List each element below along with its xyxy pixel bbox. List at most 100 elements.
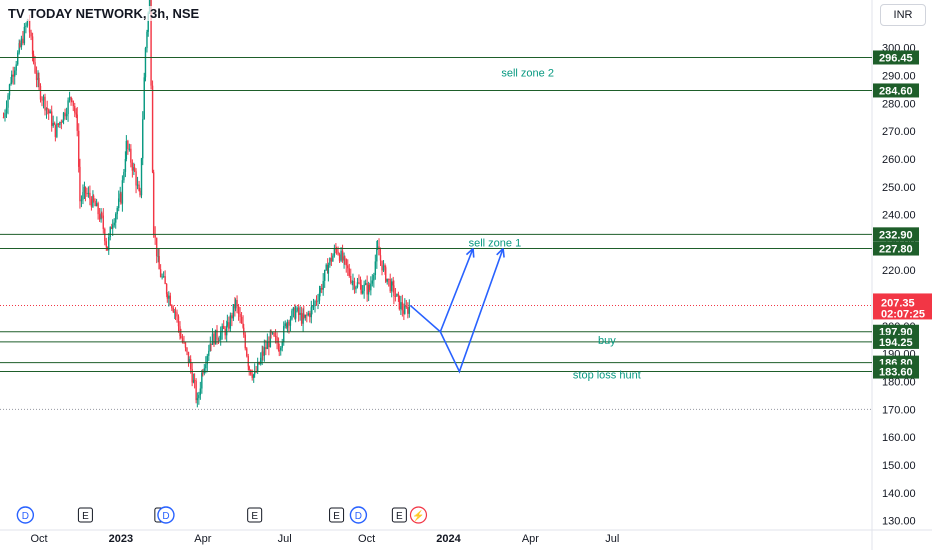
candle-body	[351, 282, 353, 284]
candle-body	[105, 241, 107, 247]
candle-body	[401, 302, 404, 311]
candle-body	[104, 228, 106, 242]
current-price-label: 207.35	[881, 297, 915, 309]
candle-body	[368, 284, 371, 291]
level-price-label: 284.60	[879, 85, 913, 97]
candle-body	[363, 284, 365, 291]
candle-body	[232, 304, 235, 319]
level-price-tag	[873, 364, 919, 379]
candle-body	[7, 95, 9, 108]
candle-body	[19, 43, 21, 47]
candle-body	[151, 85, 154, 173]
candle-body	[128, 148, 131, 150]
level-price-label: 232.90	[879, 229, 913, 241]
candle-body	[23, 26, 26, 44]
currency-button[interactable]: INR	[880, 4, 926, 26]
candle-body	[8, 84, 11, 96]
candle-body	[236, 300, 238, 307]
candle-body	[143, 77, 145, 120]
candle-body	[135, 171, 137, 186]
candle-body	[202, 372, 204, 374]
candle-body	[263, 347, 266, 356]
candle-body	[381, 260, 383, 271]
candle-body	[198, 395, 200, 399]
candle-body	[46, 108, 48, 110]
candle-body	[83, 186, 86, 193]
candle-body	[374, 261, 377, 275]
candle-body	[299, 312, 301, 315]
candle-body	[246, 348, 248, 357]
candle-body	[184, 342, 187, 348]
candle-body	[70, 97, 72, 99]
candle-body	[124, 158, 127, 172]
candle-body	[385, 267, 387, 282]
candle-body	[370, 283, 372, 291]
candle-body	[348, 268, 350, 276]
candle-body	[253, 371, 256, 375]
candle-body	[101, 213, 103, 216]
candle-body	[289, 319, 292, 326]
candle-body	[407, 307, 409, 314]
y-tick-label: 290.00	[882, 70, 916, 82]
candle-body	[361, 290, 364, 294]
candle-body	[191, 369, 193, 383]
candle-body	[323, 269, 326, 281]
y-tick-label: 130.00	[882, 516, 916, 528]
candle-body	[72, 100, 74, 107]
candle-body	[337, 251, 339, 255]
candle-body	[54, 124, 57, 137]
candle-body	[397, 293, 400, 296]
candle-body	[171, 305, 173, 309]
y-tick-label: 270.00	[882, 126, 916, 138]
candle-body	[203, 368, 206, 374]
candle-body	[382, 265, 385, 271]
candle-body	[286, 321, 289, 328]
candle-body	[394, 295, 397, 297]
candle-body	[229, 315, 232, 329]
level-price-label: 296.45	[879, 52, 913, 64]
candle-body	[155, 237, 158, 257]
candle-body	[242, 323, 244, 328]
x-tick-label: Apr	[522, 533, 539, 545]
candle-body	[359, 283, 362, 285]
candle-body	[39, 85, 42, 100]
candle-body	[62, 120, 64, 123]
candle-body	[144, 48, 147, 78]
candle-body	[49, 111, 51, 114]
level-price-label: 183.60	[879, 367, 913, 379]
candle-body	[332, 255, 334, 262]
candle-body	[330, 258, 333, 262]
candle-body	[240, 316, 243, 324]
candle-body	[177, 316, 180, 327]
candle-body	[221, 325, 223, 333]
candle-body	[216, 329, 218, 340]
dividend-icon	[16, 506, 35, 524]
candle-body	[14, 70, 16, 77]
candle-body	[152, 172, 155, 235]
candle-body	[138, 184, 140, 191]
candle-body	[333, 248, 336, 256]
candle-body	[47, 109, 50, 114]
candle-body	[112, 225, 114, 229]
zone-annotation: sell zone 1	[469, 237, 522, 249]
candle-body	[123, 171, 125, 181]
candle-body	[302, 313, 304, 324]
candle-body	[300, 312, 303, 324]
candle-body	[164, 276, 166, 285]
candle-body	[376, 247, 378, 262]
candle-body	[4, 113, 6, 118]
candle-body	[310, 307, 313, 318]
candle-body	[378, 246, 380, 256]
candle-body	[384, 265, 386, 268]
candle-body	[199, 388, 202, 396]
candle-body	[329, 258, 331, 266]
candle-body	[32, 54, 35, 63]
candle-body	[379, 255, 382, 261]
candle-body	[180, 336, 182, 338]
candle-body	[344, 256, 346, 259]
candle-body	[386, 278, 388, 282]
candle-body	[56, 123, 58, 137]
candle-body	[281, 341, 283, 348]
x-tick-label: Apr	[194, 533, 211, 545]
